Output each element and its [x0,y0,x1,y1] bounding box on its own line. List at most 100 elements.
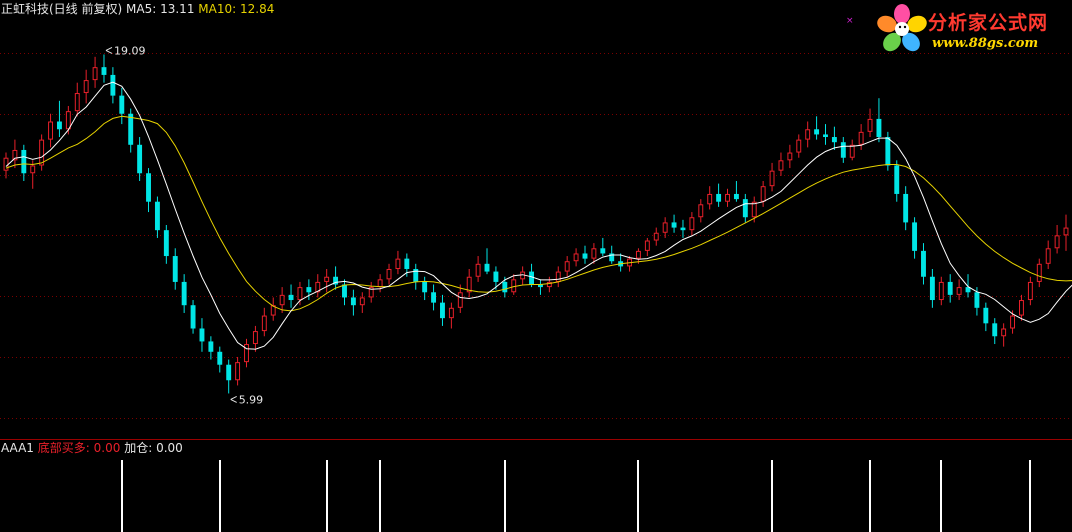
candle [333,266,339,290]
candle-body [840,142,846,158]
candle-body [315,281,321,293]
candle-body [1045,248,1051,264]
candle-body [778,160,784,171]
candle [653,227,659,246]
candle-body [137,144,143,174]
candle [101,54,107,83]
candle [1045,240,1051,269]
candle [368,281,374,303]
candle [733,181,739,202]
candle [92,56,98,88]
candle [921,243,926,285]
candle [929,268,935,308]
candle [74,82,80,117]
main-chart-header: 正虹科技(日线 前复权) MA5: 13.11 MA10: 12.84 [1,2,274,16]
candle-body [172,256,178,282]
candle [315,274,321,298]
candle [493,266,499,290]
signal-bar [1029,460,1031,532]
candle [903,186,909,231]
candle [947,274,953,303]
candle-body [297,287,303,301]
candle [21,144,27,182]
candle [172,248,178,290]
candle [235,356,241,386]
candle-body [582,253,588,259]
ma10-line [5,115,1072,312]
candle [778,152,784,176]
candle [30,160,36,189]
candle [440,294,445,326]
candle-body [689,217,695,231]
ma10-label: MA10: [198,2,237,16]
candle-body [493,271,499,282]
signal-label: 底部买多: [37,441,90,455]
low-arrow-icon [230,395,237,403]
candle [190,300,196,334]
candle-body [1001,328,1007,337]
candle-body [529,271,534,285]
candle [680,219,686,238]
candle-body [279,294,285,306]
candle [573,248,579,267]
candle [244,338,249,368]
candle [288,284,294,308]
candle-body [146,173,151,202]
high-arrow-icon [105,47,113,54]
candles [3,54,1069,394]
candle [1063,214,1069,251]
candle-body [101,67,107,75]
candle-body [3,157,9,171]
stock-title: 正虹科技(日线 前复权) [1,2,123,16]
price-grid [0,53,1072,419]
candle [226,359,232,394]
candle-body [564,261,570,272]
candle-body [359,297,365,306]
candle-body [912,222,918,251]
signal-bar [869,460,871,532]
signal-bar [219,460,221,532]
candle-body [858,131,864,145]
high-price-annotation: 19.09 [105,44,145,57]
candle [849,139,855,161]
candle-body [484,263,490,272]
ma5-line [5,81,1072,350]
site-url: www.88gs.com [932,36,1039,51]
candle-body [154,201,160,231]
candle [279,287,285,313]
candle-body [217,351,223,365]
candle [511,274,517,295]
candle-body [591,248,597,259]
signal-bars [121,460,1031,532]
candle-body [671,222,677,228]
candle-body [965,287,971,293]
add-position-value: 0.00 [156,441,183,455]
candle-body [698,204,704,218]
site-name: 分析家公式网 [928,12,1049,34]
candle-body [368,287,374,298]
add-position-label: 加仓: [124,441,153,455]
candle [48,113,53,148]
candle [119,87,125,125]
candle [1027,276,1033,306]
candle [840,137,846,163]
ma5-value: 13.11 [160,2,195,16]
signal-bar [379,460,381,532]
signal-bar [771,460,773,532]
candle [894,160,900,202]
candle-body [1054,235,1060,249]
candle [154,196,160,238]
candle [297,281,303,306]
candle-body [921,250,926,277]
signal-bar [504,460,506,532]
candle [529,263,534,288]
candle-body [333,276,339,285]
candle [110,67,116,104]
candle [484,248,490,275]
signal-bar [121,460,123,532]
candle [769,162,775,192]
candle [137,137,143,182]
candle-body [190,305,196,329]
candle-body [74,93,80,112]
